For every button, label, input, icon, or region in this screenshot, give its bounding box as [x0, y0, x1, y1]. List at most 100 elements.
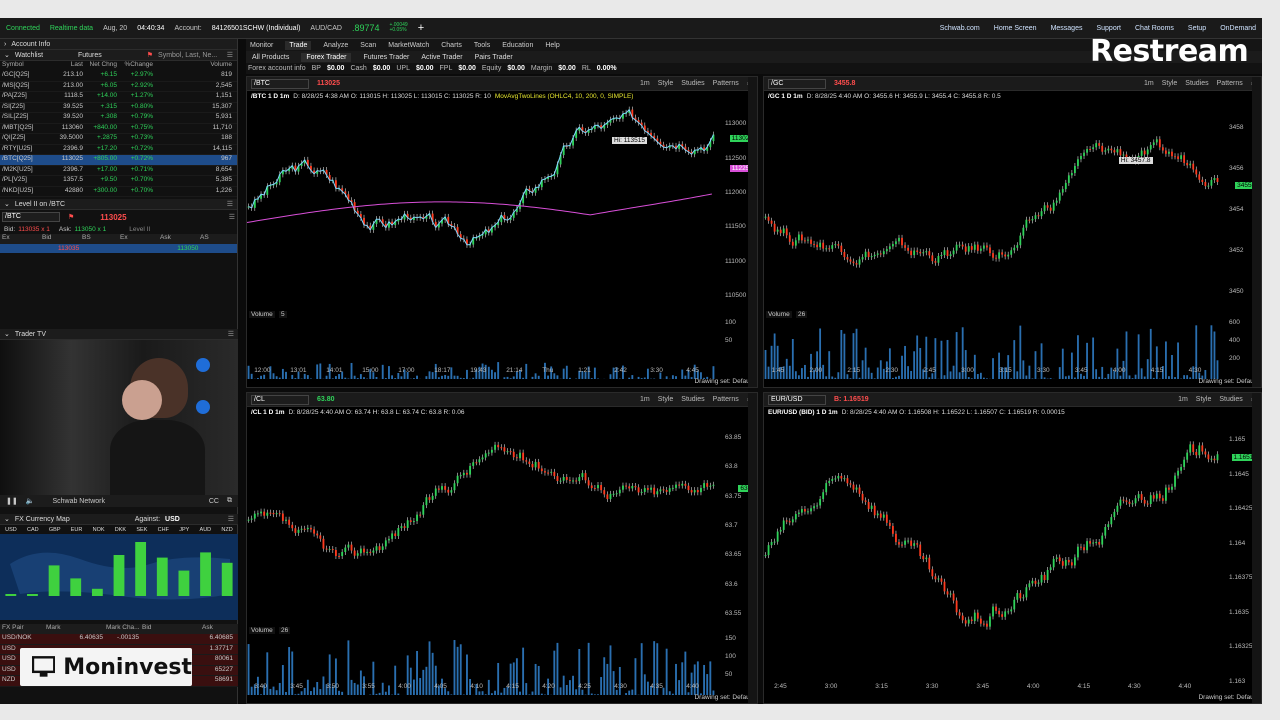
tab-charts[interactable]: Charts [441, 41, 462, 49]
watchlist-row[interactable]: /NKD[U25] 42880 +300.00 +0.70% 1,226 [0, 187, 237, 197]
patterns-menu[interactable]: Patterns [712, 396, 739, 403]
tab-analyze[interactable]: Analyze [323, 41, 349, 49]
level2-flag-icon[interactable]: ⚑ [68, 214, 75, 221]
column-header[interactable]: Symbol [2, 61, 24, 68]
fx-column[interactable]: Ask [202, 624, 213, 631]
fx-column[interactable]: FX Pair [2, 624, 24, 631]
style-menu[interactable]: Style [1161, 80, 1178, 87]
patterns-menu[interactable]: Patterns [712, 80, 739, 87]
menu-icon[interactable]: ☰ [226, 52, 233, 59]
patterns-menu[interactable]: Patterns [1216, 80, 1243, 87]
watchlist-row[interactable]: /MS[Q25] 213.00 +6.05 +2.92% 2,545 [0, 82, 237, 92]
interval-select[interactable]: 1m [1143, 80, 1154, 87]
level2-column[interactable]: Ex [2, 234, 10, 241]
interval-select[interactable]: 1m [639, 396, 650, 403]
account-info-header[interactable]: › Account Info [0, 39, 237, 50]
level2-symbol-input[interactable]: /BTC [2, 212, 60, 222]
column-header[interactable]: Volume [210, 61, 232, 68]
drawing-set[interactable]: Drawing set: Default [1198, 694, 1257, 701]
price-axis[interactable]: 1.165 1.1645 1.16425 1.164 1.16375 1.1635 1.16… [1227, 419, 1261, 695]
top-link-schwab-com[interactable]: Schwab.com [939, 24, 980, 32]
interval-select[interactable]: 1m [639, 80, 650, 87]
popout-icon[interactable]: ⧉ [227, 497, 232, 504]
drawing-set[interactable]: Drawing set: Default [1198, 378, 1257, 385]
time-axis[interactable]: 1:45 2:00 2:15 2:30 2:45 3:00 3:15 3:30 3:45 4:00… [764, 367, 1219, 377]
chart-symbol-input[interactable]: /CL [251, 394, 309, 405]
top-link-messages[interactable]: Messages [1050, 24, 1083, 32]
drawing-set[interactable]: Drawing set: Default [694, 694, 753, 701]
watchlist-row[interactable]: /BTC[Q25] 113025 +805.00 +0.72% 967 [0, 155, 237, 166]
style-menu[interactable]: Style [657, 80, 674, 87]
subtab-futures-trader[interactable]: Futures Trader [363, 53, 410, 61]
tab-help[interactable]: Help [545, 41, 560, 49]
interval-select[interactable]: 1m [1178, 396, 1188, 403]
flag-icon[interactable]: ⚑ [146, 52, 154, 59]
style-menu[interactable]: Style [1195, 396, 1212, 403]
account-select[interactable]: 84126501SCHW (Individual) [211, 24, 301, 32]
top-link-chat-rooms[interactable]: Chat Rooms [1135, 24, 1174, 32]
symbol-search[interactable]: Symbol, Last, Ne... [158, 51, 218, 59]
watchlist-row[interactable]: /PA[Z25] 1118.5 +14.00 +1.27% 1,151 [0, 92, 237, 103]
chevron-down-icon[interactable]: ⌄ [4, 52, 10, 59]
pause-icon[interactable]: ❚❚ [6, 498, 18, 505]
tab-marketwatch[interactable]: MarketWatch [388, 41, 430, 49]
volume-icon[interactable]: 🔈 [25, 498, 35, 505]
level2-column[interactable]: BS [82, 234, 91, 241]
watchlist-select[interactable]: Futures [78, 51, 102, 59]
chart-symbol-input[interactable]: /GC [768, 78, 826, 89]
fx-column[interactable]: Bid [142, 624, 152, 631]
tab-monitor[interactable]: Monitor [250, 41, 274, 49]
top-link-support[interactable]: Support [1096, 24, 1121, 32]
cc-icon[interactable]: CC [208, 497, 219, 505]
chart-symbol-input[interactable]: EUR/USD [768, 394, 826, 405]
studies-menu[interactable]: Studies [1219, 396, 1243, 403]
subtab-active-trader[interactable]: Active Trader [421, 53, 463, 61]
watchlist-row[interactable]: /GC[Q25] 213.10 +6.15 +2.97% 819 [0, 71, 237, 82]
tab-trade[interactable]: Trade [285, 40, 312, 50]
watchlist-row[interactable]: /SIL[Z25] 39.520 +.308 +0.79% 5,931 [0, 113, 237, 124]
subtab-forex-trader[interactable]: Forex Trader [301, 52, 352, 62]
price-axis[interactable]: 113000 112500 112000 111500 111000 110500 [723, 103, 757, 309]
level2-column[interactable]: Ex [120, 234, 128, 241]
studies-menu[interactable]: Studies [681, 80, 705, 87]
tab-scan[interactable]: Scan [360, 41, 377, 49]
studies-menu[interactable]: Studies [1185, 80, 1209, 87]
time-axis[interactable]: 12:00 13:01 14:01 15:00 17:00 18:17 19:43 21:14… [247, 367, 715, 377]
fx-column[interactable]: Mark [46, 624, 61, 631]
top-link-setup[interactable]: Setup [1187, 24, 1207, 32]
video-player[interactable] [0, 340, 238, 495]
chart-side-toolbar[interactable] [748, 77, 757, 387]
fx-currency-map[interactable] [0, 534, 238, 620]
watchlist-row[interactable]: /SI[Z25] 39.525 +.315 +0.80% 15,307 [0, 103, 237, 113]
style-menu[interactable]: Style [657, 396, 674, 403]
subtab-pairs-trader[interactable]: Pairs Trader [474, 53, 513, 61]
watchlist-row[interactable]: /QI[Z25] 39.5000 +.2875 +0.73% 188 [0, 134, 237, 145]
tab-tools[interactable]: Tools [473, 41, 491, 49]
fx-row[interactable]: USD/NOK 6.40635 -.00135 6.40685 [0, 634, 238, 645]
drawing-set[interactable]: Drawing set: Default [694, 378, 753, 385]
level2-column[interactable]: AS [200, 234, 209, 241]
price-axis[interactable]: 3458 3456 3454 3452 3450 [1227, 103, 1261, 309]
against-select[interactable]: USD [165, 515, 180, 523]
tab-education[interactable]: Education [502, 41, 534, 49]
add-ticker-icon[interactable]: + [417, 22, 425, 34]
subtab-all-products[interactable]: All Products [252, 53, 290, 61]
time-axis[interactable]: 2:45 3:00 3:15 3:30 3:45 4:00 4:15 4:30 4:40 [764, 683, 1219, 693]
chart-side-toolbar[interactable] [748, 393, 757, 703]
chart-side-toolbar[interactable] [1252, 393, 1261, 703]
column-header[interactable]: Last [70, 61, 83, 68]
price-axis[interactable]: 63.85 63.8 63.75 63.7 63.65 63.6 63.55 [723, 419, 757, 625]
studies-menu[interactable]: Studies [681, 396, 705, 403]
top-link-home-screen[interactable]: Home Screen [993, 24, 1037, 32]
watchlist-row[interactable]: /PL[V25] 1357.5 +9.50 +0.70% 5,385 [0, 176, 237, 187]
chart-symbol-input[interactable]: /BTC [251, 78, 309, 89]
chart-side-toolbar[interactable] [1252, 77, 1261, 387]
watchlist-row[interactable]: /RTY[U25] 2396.9 +17.20 +0.72% 14,115 [0, 145, 237, 155]
fx-column[interactable]: Mark Cha... [106, 624, 140, 631]
watchlist-row[interactable]: /MBT[Q25] 113060 +840.00 +0.75% 11,710 [0, 124, 237, 134]
time-axis[interactable]: 3:40 3:45 3:50 3:55 4:00 4:05 4:10 4:15 4:20 4:25… [247, 683, 715, 693]
level2-column[interactable]: Bid [42, 234, 52, 241]
watchlist-row[interactable]: /M2K[U25] 2396.7 +17.00 +0.71% 8,654 [0, 166, 237, 176]
